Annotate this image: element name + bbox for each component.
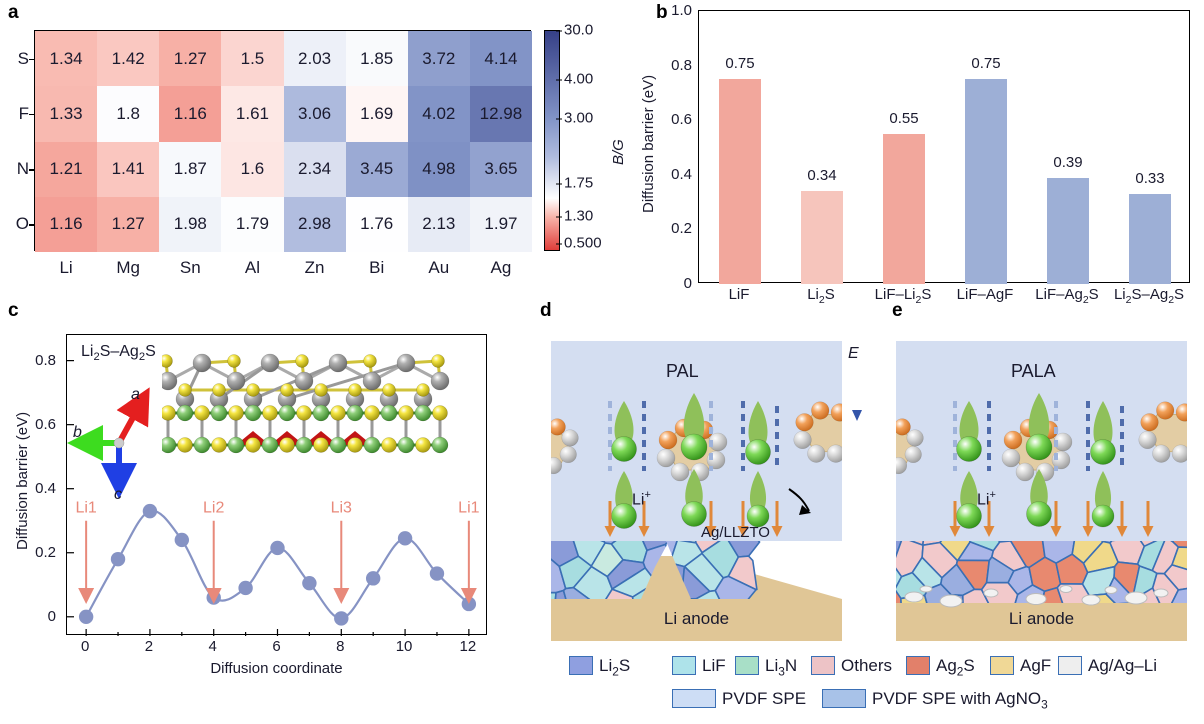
svg-text:a: a bbox=[131, 386, 140, 403]
svg-text:c: c bbox=[114, 486, 122, 503]
svg-text:Li1: Li1 bbox=[75, 500, 96, 517]
svg-text:b: b bbox=[73, 424, 82, 441]
